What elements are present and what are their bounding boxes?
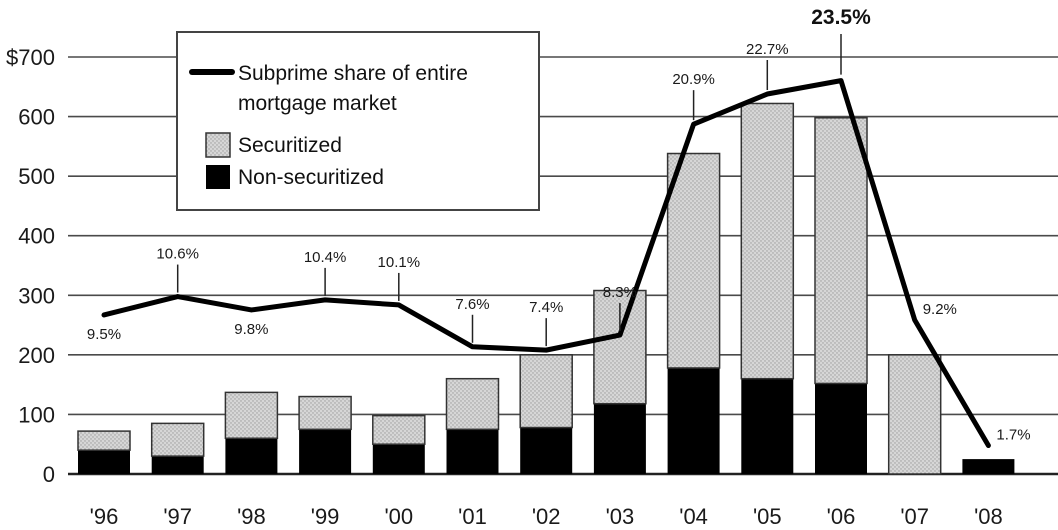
bar-securitized [224, 391, 279, 440]
y-tick-label: 300 [18, 283, 55, 308]
bar-securitized [77, 430, 131, 451]
x-axis-ticks: '96 '97 '98 '99 '00 '01 '02 '03 '04 '05 '06 '07 '08 [90, 504, 1003, 529]
legend: Subprime share of entire Securitized Non… [176, 31, 540, 211]
share-data-label: 7.6% [455, 296, 489, 313]
share-data-label: 7.4% [529, 299, 563, 316]
share-data-label: 10.6% [156, 246, 199, 263]
bar-non-securitized [78, 450, 130, 474]
legend-swatch-securitized [205, 132, 231, 158]
y-tick-label: 100 [18, 402, 55, 427]
share-data-label: 20.9% [672, 71, 715, 88]
legend-label-share-1: Subprime share of entire [238, 62, 468, 85]
bar-securitized [298, 395, 352, 431]
x-tick-label: '00 [384, 504, 413, 529]
bar-non-securitized [741, 378, 794, 474]
bar-non-securitized [151, 456, 204, 474]
share-data-label: 10.1% [378, 254, 421, 271]
y-tick-label: 200 [18, 343, 55, 368]
y-tick-label: 600 [18, 105, 55, 130]
share-data-label: 8.3% [603, 284, 637, 301]
bar-securitized [445, 377, 500, 431]
x-tick-label: '05 [753, 504, 782, 529]
share-data-label: 9.5% [87, 326, 121, 343]
x-tick-label: '99 [311, 504, 340, 529]
x-tick-label: '03 [606, 504, 635, 529]
share-data-label: 1.7% [996, 427, 1030, 444]
bar-securitized [814, 117, 868, 385]
bar-securitized [372, 414, 426, 445]
bar-securitized [666, 152, 721, 369]
bar-non-securitized [667, 367, 720, 474]
bar-non-securitized [962, 459, 1015, 474]
x-tick-label: '04 [679, 504, 708, 529]
bar-non-securitized [225, 438, 278, 474]
bars [77, 102, 1015, 475]
bar-non-securitized [372, 444, 425, 474]
bar-non-securitized [446, 429, 499, 474]
y-axis-ticks: 0 100 200 300 400 500 600 $700 [6, 45, 55, 487]
y-tick-label: 400 [18, 224, 55, 249]
share-series-line [101, 78, 991, 449]
share-data-label: 22.7% [746, 41, 789, 58]
y-tick-label: 500 [18, 164, 55, 189]
x-tick-label: '08 [974, 504, 1003, 529]
bar-securitized [519, 354, 573, 429]
bar-securitized [887, 354, 942, 475]
x-tick-label: '01 [458, 504, 487, 529]
bar-securitized [740, 102, 795, 380]
x-tick-label: '98 [237, 504, 266, 529]
x-tick-label: '02 [532, 504, 561, 529]
share-data-label-peak: 23.5% [811, 6, 871, 29]
x-tick-label: '07 [900, 504, 929, 529]
x-tick-label: '97 [163, 504, 192, 529]
x-tick-label: '96 [90, 504, 119, 529]
y-tick-label: $700 [6, 45, 55, 70]
legend-label-non-securitized: Non-securitized [238, 166, 384, 189]
share-data-label: 9.2% [923, 301, 957, 318]
x-tick-label: '06 [827, 504, 856, 529]
legend-swatch-non-securitized [206, 165, 230, 189]
share-line: 9.5% 10.6% 9.8% 10.4% 10.1% 7.6% 7.4% 8.3% 20.9%… [87, 6, 1031, 449]
legend-label-securitized: Securitized [238, 134, 342, 157]
y-tick-label: 0 [43, 462, 55, 487]
legend-label-share-2: mortgage market [238, 92, 397, 115]
bar-non-securitized [299, 429, 352, 474]
bar-non-securitized [815, 383, 867, 474]
share-data-label: 9.8% [234, 321, 268, 338]
legend-box [176, 31, 540, 211]
bar-non-securitized [520, 427, 573, 474]
share-data-label: 10.4% [304, 249, 347, 266]
bar-securitized [150, 422, 205, 457]
bar-non-securitized [593, 403, 646, 474]
